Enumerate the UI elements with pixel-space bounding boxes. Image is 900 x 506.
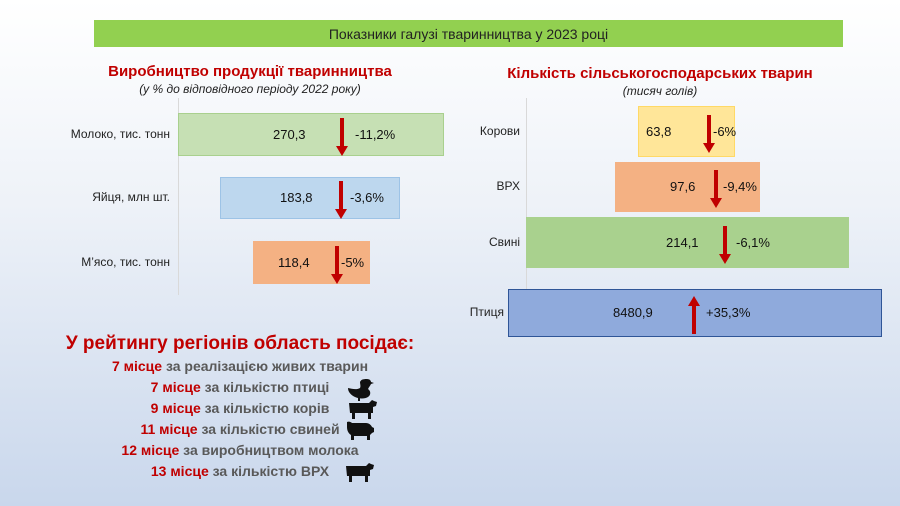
rating-place: 7 місце (150, 379, 201, 395)
rating-item: 7 місце за реалізацією живих тварин (40, 358, 440, 374)
value-label: 270,3 (273, 126, 306, 142)
cow-icon (348, 398, 378, 419)
bar (178, 113, 444, 156)
rating-text: за виробництвом молока (179, 442, 359, 458)
bar (526, 217, 849, 268)
rating-title: У рейтингу регіонів область посідає: (65, 333, 415, 354)
right-chart-title: Кількість сільськогосподарських тварин (507, 65, 813, 82)
bar (638, 106, 735, 157)
bar (253, 241, 370, 284)
value-label: 214,1 (666, 234, 699, 250)
rating-item: 11 місце за кількістю свиней (40, 421, 440, 437)
rating-item: 13 місце за кількістю ВРХ (40, 463, 440, 479)
change-label: -3,6% (350, 190, 384, 205)
arrow-up-icon (688, 296, 700, 339)
rating-item: 7 місце за кількістю птиці (40, 379, 440, 395)
right-chart-subtitle: (тисяч голів) (622, 84, 698, 98)
rating-place: 9 місце (150, 400, 201, 416)
change-label: -11,2% (355, 126, 396, 142)
value-label: 63,8 (646, 123, 672, 139)
rating-text: за кількістю корів (200, 400, 330, 416)
arrow-down-icon (331, 245, 343, 289)
arrow-down-icon (336, 117, 348, 161)
bar (615, 162, 760, 212)
rating-text: за кількістю птиці (200, 379, 330, 395)
right-axis (526, 98, 527, 295)
category-label: Птиця (469, 305, 504, 319)
change-label: +35,3% (706, 305, 751, 320)
duck-icon (345, 377, 375, 401)
rating-text: за кількістю ВРХ (208, 463, 330, 479)
change-label: -9,4% (723, 179, 757, 194)
rating-text: за кількістю свиней (197, 421, 340, 437)
bar (220, 177, 400, 219)
left-chart-title: Виробництво продукції тваринництва (108, 63, 392, 80)
change-label: -6,1% (736, 234, 770, 250)
rating-place: 7 місце (111, 358, 163, 374)
left-axis (178, 98, 179, 295)
arrow-down-icon (335, 181, 347, 224)
change-label: -5% (341, 254, 365, 270)
rating-text: за реалізацією живих тварин (162, 358, 369, 374)
value-label: 118,4 (278, 254, 310, 270)
category-label: Молоко, тис. тонн (70, 126, 170, 141)
category-label: Яйця, млн шт. (92, 190, 170, 204)
arrow-down-icon (710, 170, 722, 213)
category-label: Корови (479, 123, 520, 138)
arrow-down-icon (719, 225, 731, 269)
value-label: 97,6 (670, 179, 696, 194)
change-label: -6% (713, 123, 737, 139)
rating-place: 11 місце (140, 421, 198, 437)
arrow-down-icon (703, 114, 715, 158)
page-banner: Показники галузі тваринництва у 2023 роц… (94, 20, 843, 47)
category-label: ВРХ (496, 179, 520, 193)
left-chart-subtitle: (у % до відповідного періоду 2022 року) (139, 82, 361, 96)
cattle-icon (345, 461, 375, 482)
rating-item: 12 місце за виробництвом молока (40, 442, 440, 458)
category-label: Свині (488, 234, 520, 249)
rating-place: 12 місце (121, 442, 180, 458)
value-label: 183,8 (280, 190, 313, 205)
rating-item: 9 місце за кількістю корів (40, 400, 440, 416)
value-label: 8480,9 (613, 305, 653, 320)
rating-place: 13 місце (150, 463, 209, 479)
pig-icon (345, 419, 375, 440)
category-label: М’ясо, тис. тонн (81, 254, 170, 269)
